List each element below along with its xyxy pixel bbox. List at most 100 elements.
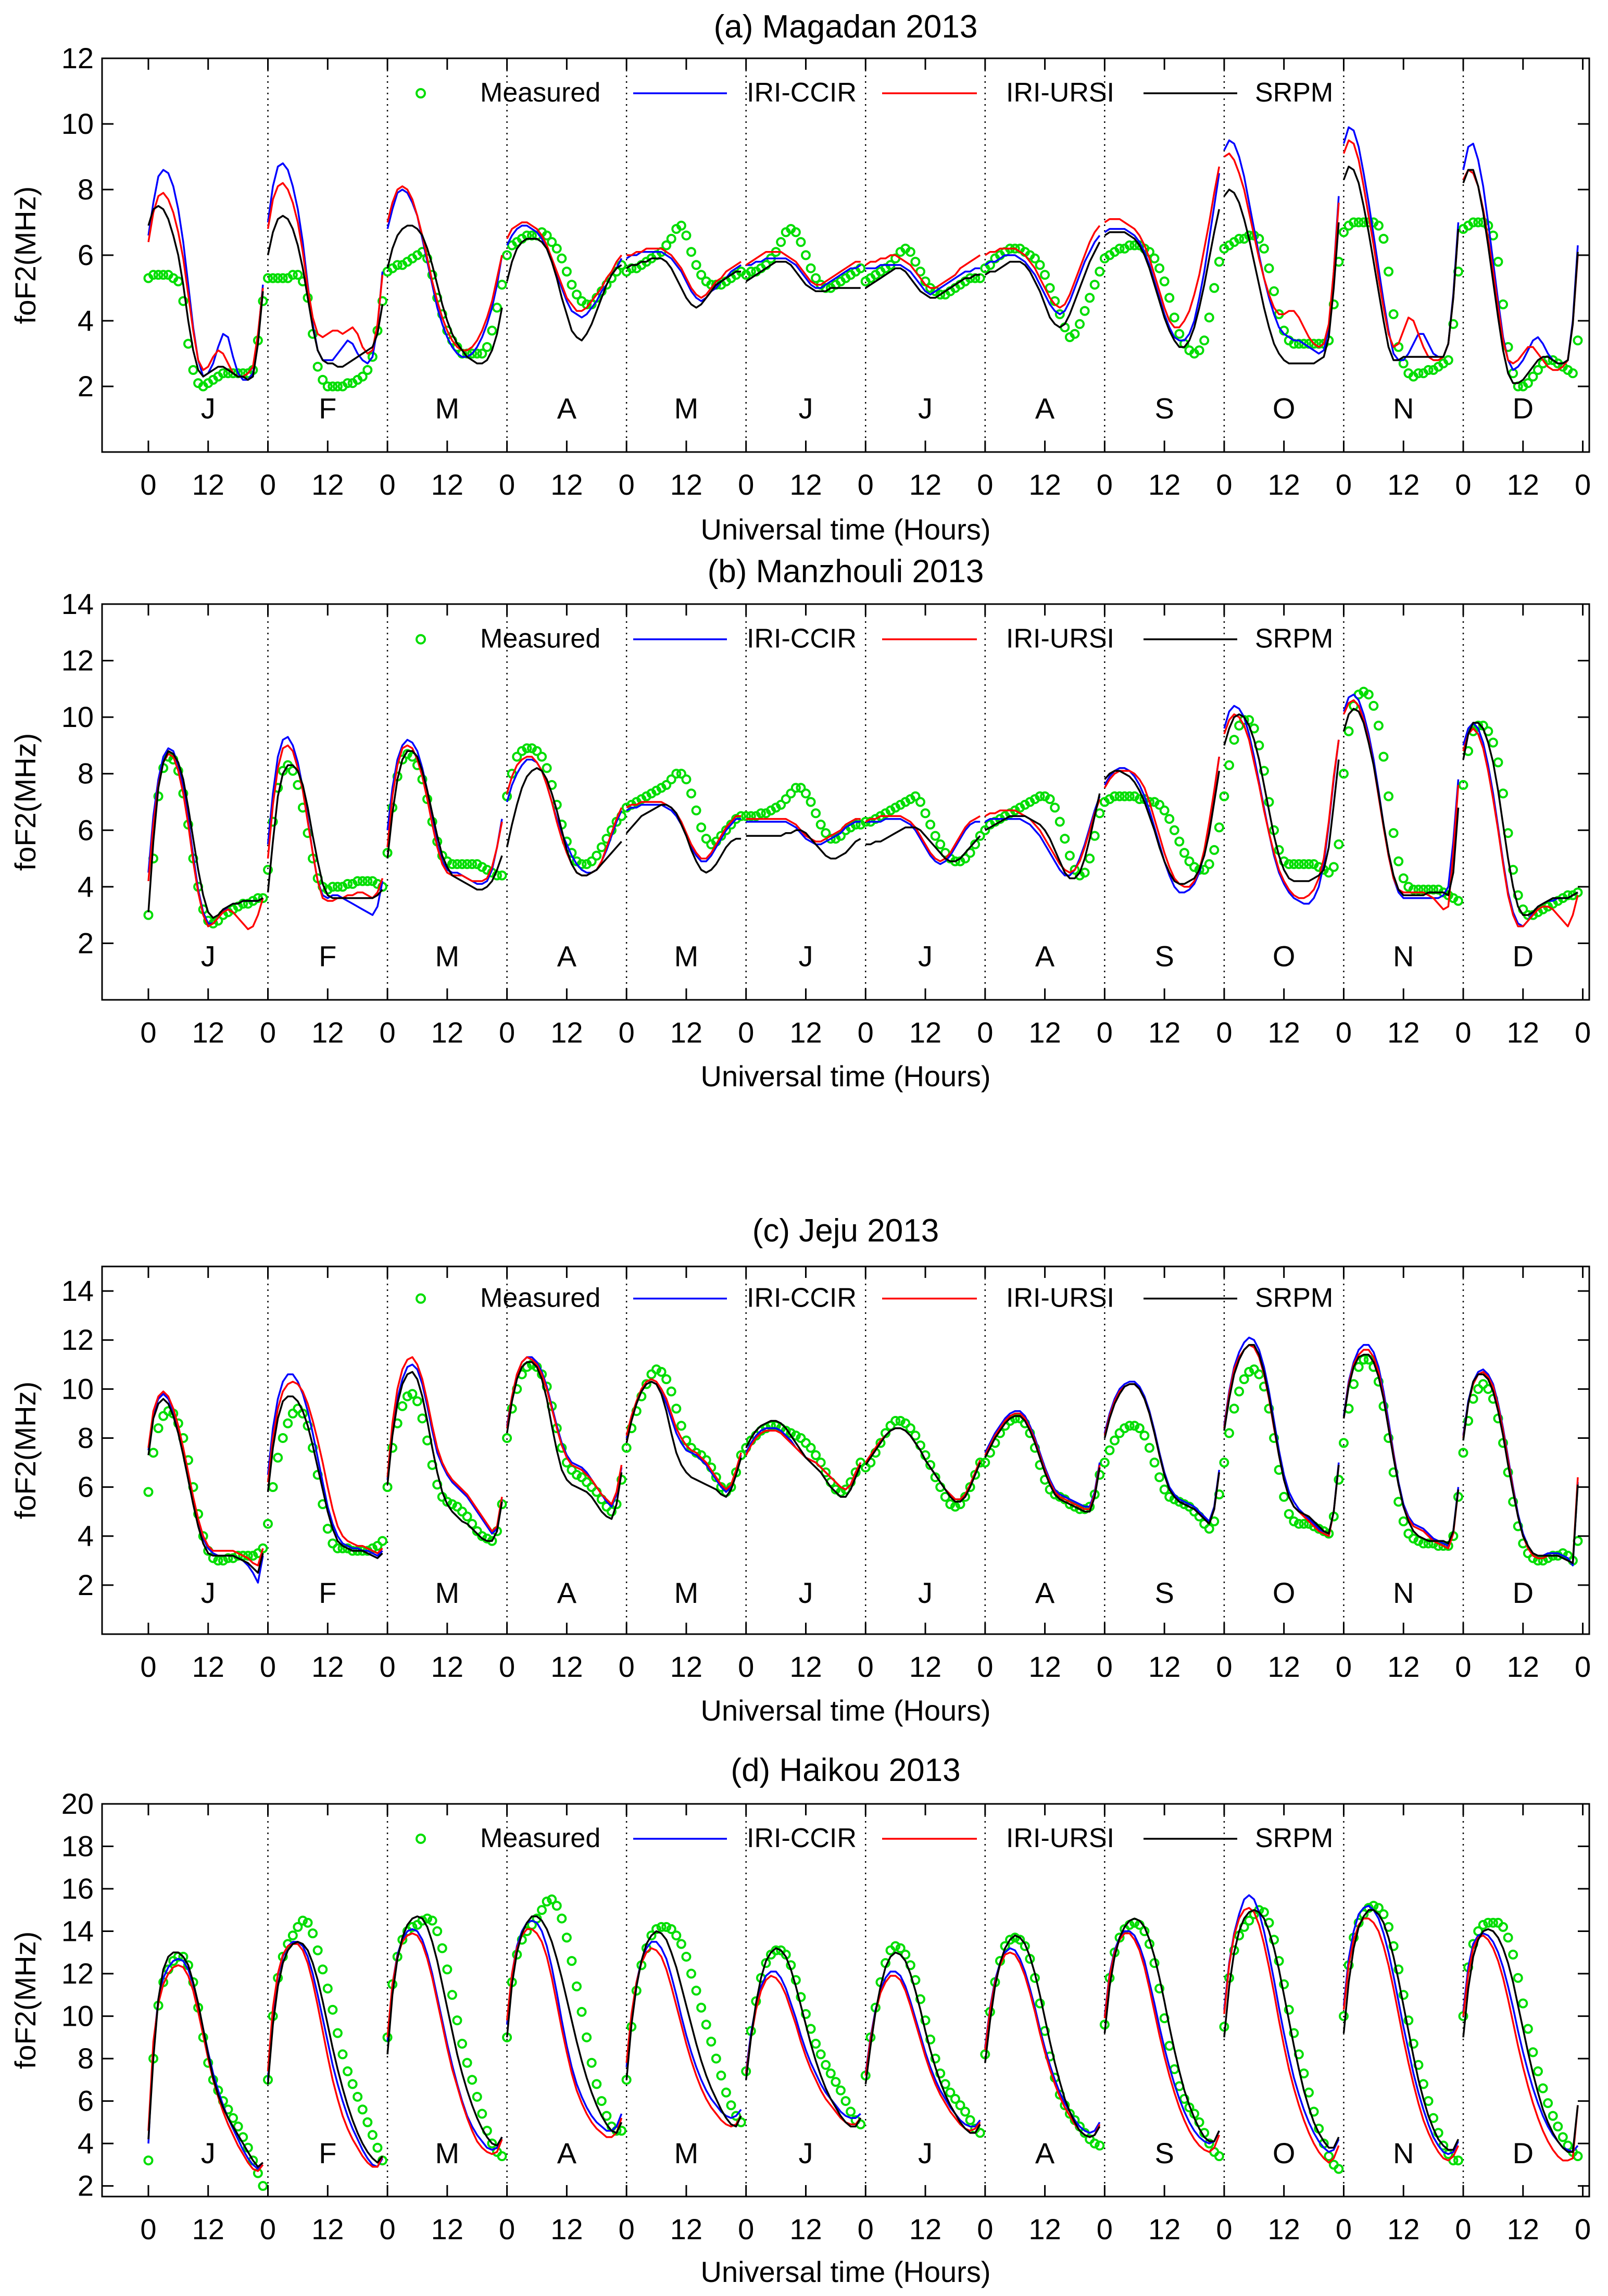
measured-point (1159, 805, 1170, 815)
measured-point (417, 1915, 428, 1926)
series-srpm-line (625, 1930, 742, 2128)
series-iri-ursi-line (625, 1947, 742, 2128)
measured-point (1194, 345, 1204, 356)
measured-point (1299, 338, 1309, 349)
measured-point (1523, 2024, 1533, 2034)
measured-point (1249, 1364, 1259, 1375)
measured-point (1393, 856, 1404, 867)
measured-point (293, 270, 303, 280)
series-iri-ursi-line (1342, 139, 1460, 361)
x-axis-label: Universal time (Hours) (701, 1694, 991, 1727)
x-tick-label: 0 (1455, 1650, 1471, 1683)
measured-point (1413, 368, 1424, 379)
series-iri-ursi-line (1104, 166, 1221, 329)
measured-point (1463, 1416, 1474, 1426)
x-tick-label: 12 (789, 1650, 822, 1683)
measured-point (1468, 217, 1478, 228)
measured-point (427, 1915, 437, 1926)
measured-point (1334, 1474, 1344, 1485)
x-tick-label: 0 (1216, 1650, 1232, 1683)
series-srpm-line (1223, 713, 1340, 882)
x-tick-label: 0 (499, 1650, 515, 1683)
series-iri-ccir-line (1462, 1932, 1579, 2153)
measured-point (930, 2053, 940, 2064)
measured-point (1314, 1524, 1324, 1534)
measured-point (1498, 299, 1509, 309)
measured-point (935, 2068, 946, 2079)
measured-point (796, 237, 806, 247)
measured-point (1234, 1386, 1245, 1397)
measured-point (576, 2006, 587, 2017)
measured-point (447, 859, 457, 869)
x-tick-label: 0 (1575, 1650, 1591, 1683)
measured-point (1513, 1973, 1523, 1983)
measured-point (592, 850, 602, 861)
measured-point (1528, 371, 1538, 382)
series-srpm-line (1223, 1344, 1340, 1535)
series-srpm-line (267, 1395, 383, 1559)
measured-point (1488, 737, 1498, 748)
series-iri-ursi-line (1103, 1383, 1221, 1525)
measured-point (1219, 791, 1229, 801)
measured-point (1373, 1903, 1384, 1913)
x-tick-label: 12 (311, 468, 344, 501)
measured-point (297, 1915, 308, 1926)
series-iri-ccir-line (267, 1941, 384, 2168)
y-tick-label: 8 (78, 2042, 94, 2075)
measured-point (905, 1423, 915, 1434)
x-tick-label: 12 (1028, 1650, 1061, 1683)
measured-point (835, 2085, 846, 2096)
series-iri-ursi-line (1342, 1917, 1460, 2162)
measured-point (153, 1423, 164, 1434)
measured-point (1079, 306, 1090, 316)
measured-point (696, 2002, 707, 2013)
measured-point (1144, 1442, 1154, 1453)
x-tick-label: 0 (619, 2213, 635, 2245)
series-srpm-line (1223, 1909, 1340, 2149)
x-tick-label: 12 (1268, 1016, 1300, 1049)
measured-point (1508, 1949, 1518, 1960)
measured-point (800, 250, 811, 260)
series-iri-ursi-line (147, 1964, 264, 2172)
measured-point (1368, 700, 1379, 711)
x-tick-label: 12 (1268, 468, 1300, 501)
y-tick-label: 4 (78, 2127, 94, 2160)
month-label: M (435, 2137, 460, 2169)
measured-point (1423, 1538, 1434, 1549)
series-iri-ursi-line (1462, 1371, 1579, 1564)
measured-point (930, 831, 940, 841)
month-label: M (435, 392, 460, 425)
measured-point (1020, 1941, 1030, 1951)
series-srpm-line (1223, 189, 1340, 365)
measured-point (831, 1484, 841, 1495)
measured-point (1234, 234, 1245, 244)
month-label: F (319, 939, 336, 972)
x-tick-label: 12 (1028, 2213, 1061, 2245)
month-label: M (674, 939, 699, 972)
measured-point (547, 237, 557, 247)
measured-point (806, 263, 816, 273)
measured-point (1159, 1484, 1170, 1495)
measured-point (601, 2111, 612, 2121)
measured-point (806, 1442, 816, 1453)
measured-point (1035, 791, 1045, 801)
measured-point (1120, 791, 1130, 801)
measured-point (328, 381, 338, 392)
x-tick-label: 0 (1097, 2213, 1113, 2245)
measured-point (462, 2057, 472, 2068)
series-iri-ccir-line (984, 235, 1101, 316)
x-tick-label: 0 (260, 2213, 276, 2245)
measured-point (1443, 355, 1453, 366)
y-tick-label: 2 (78, 370, 94, 403)
measured-point (412, 1396, 422, 1407)
series-srpm-line (984, 1415, 1101, 1513)
legend-label: Measured (480, 1283, 600, 1313)
measured-point (537, 751, 547, 762)
measured-point (268, 273, 278, 283)
series-iri-ursi-line (1462, 1934, 1579, 2162)
measured-point (691, 260, 701, 270)
month-label: M (435, 1576, 460, 1609)
measured-point (1214, 2151, 1224, 2162)
measured-point (1114, 791, 1125, 801)
y-tick-label: 12 (61, 1323, 94, 1356)
